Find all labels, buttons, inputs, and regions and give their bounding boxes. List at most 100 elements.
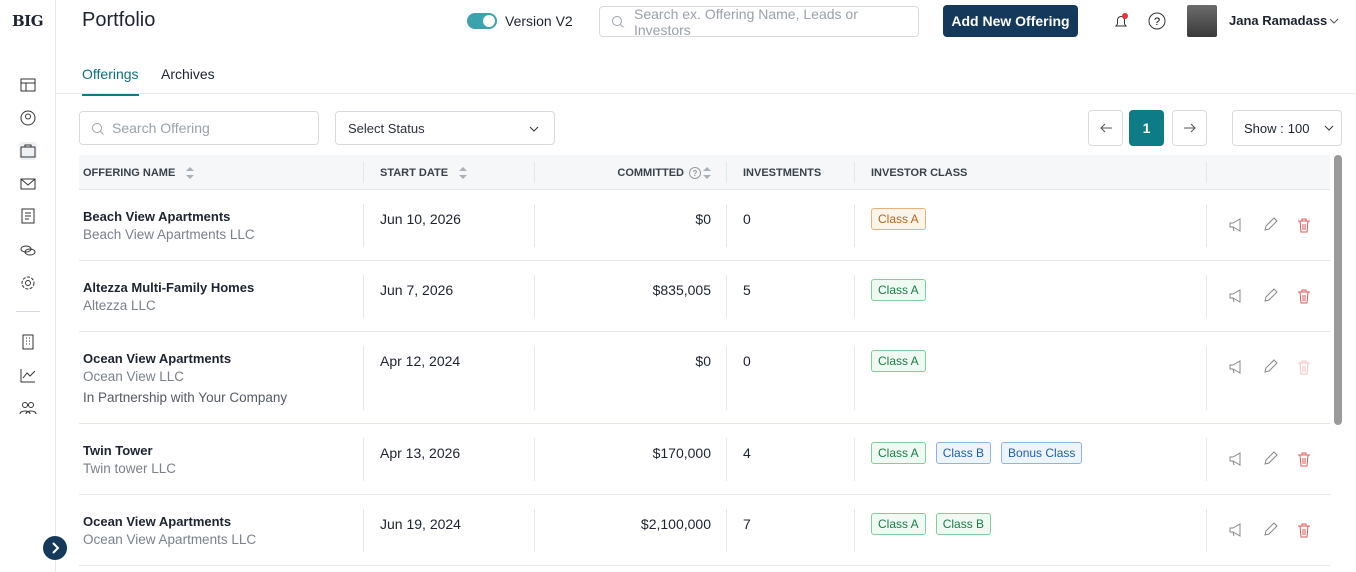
prev-page[interactable]	[1088, 110, 1123, 146]
column-header: INVESTMENTS	[743, 155, 863, 190]
show-value: 100	[1287, 120, 1310, 136]
cell-separator	[854, 346, 855, 410]
nav-icon[interactable]	[19, 76, 37, 94]
offering-cell: Ocean View Apartments Ocean View LLC In Pa…	[83, 351, 287, 405]
info-icon[interactable]: ?	[686, 164, 701, 182]
global-search[interactable]: Search ex. Offering Name, Leads or Inves…	[599, 5, 919, 38]
column-separator	[1206, 162, 1207, 183]
offering-name[interactable]: Twin Tower	[83, 443, 153, 458]
delete-action[interactable]	[1295, 287, 1313, 310]
tab[interactable]: Offerings	[82, 66, 139, 96]
investor-classes: Class A Class B	[871, 513, 1001, 535]
investments: 7	[743, 516, 751, 532]
offering-name[interactable]: Ocean View Apartments	[83, 514, 232, 529]
table-row: Twin Tower Twin tower LLC Apr 13, 2026 $170…	[79, 424, 1330, 495]
offering-cell: Beach View Apartments Beach View Apartmen…	[83, 209, 255, 242]
notifications[interactable]	[1111, 12, 1131, 32]
row-actions	[1227, 358, 1313, 381]
version-toggle[interactable]	[467, 13, 497, 29]
page-size-select[interactable]: Show :100	[1232, 110, 1342, 146]
top-bar: Portfolio Version V2 Search ex. Offering…	[56, 0, 1356, 44]
column-title[interactable]: COMMITTED	[617, 166, 684, 179]
status-select[interactable]: Select Status	[335, 111, 555, 145]
nav-separator	[16, 311, 40, 312]
table-row: Beach View Apartments Beach View Apartmen…	[79, 190, 1330, 261]
announce-action[interactable]	[1227, 216, 1245, 239]
class-badge: Bonus Class	[1001, 442, 1083, 464]
cell-separator	[726, 346, 727, 410]
announce-action[interactable]	[1227, 521, 1245, 544]
cell-separator	[363, 509, 364, 552]
nav-icon[interactable]	[19, 366, 37, 384]
committed: $0	[695, 353, 711, 369]
nav-icon[interactable]	[19, 207, 37, 225]
column-title[interactable]: OFFERING NAME	[83, 166, 176, 179]
column-separator	[854, 162, 855, 183]
row-actions	[1227, 521, 1313, 544]
edit-action[interactable]	[1261, 216, 1279, 239]
nav-icon[interactable]	[19, 274, 37, 292]
class-badge: Class B	[935, 513, 992, 535]
column-title[interactable]: START DATE	[380, 166, 449, 179]
column-header: OFFERING NAME	[83, 155, 363, 190]
nav-icon[interactable]	[19, 241, 37, 259]
committed: $835,005	[652, 282, 711, 298]
sort-icon[interactable]	[181, 164, 199, 182]
next-page[interactable]	[1172, 110, 1207, 146]
edit-action[interactable]	[1261, 287, 1279, 310]
avatar[interactable]	[1187, 5, 1217, 37]
offering-name[interactable]: Ocean View Apartments	[83, 351, 232, 366]
edit-action[interactable]	[1261, 358, 1279, 381]
logo: BIG	[12, 12, 44, 30]
announce-action[interactable]	[1227, 450, 1245, 473]
user-menu-chevron[interactable]	[1328, 16, 1340, 26]
nav-icon[interactable]	[19, 399, 37, 417]
offering-cell: Twin Tower Twin tower LLC	[83, 443, 176, 476]
user-name[interactable]: Jana Ramadass	[1229, 13, 1328, 28]
announce-action[interactable]	[1227, 287, 1245, 310]
cell-separator	[534, 346, 535, 410]
offering-search[interactable]: Search Offering	[79, 111, 319, 145]
nav-icon[interactable]	[19, 142, 37, 160]
nav-icon[interactable]	[19, 175, 37, 193]
start-date: Apr 13, 2026	[380, 445, 461, 461]
scrollbar[interactable]	[1334, 155, 1342, 425]
delete-action[interactable]	[1295, 216, 1313, 239]
column-separator	[534, 162, 535, 183]
investments: 0	[743, 353, 751, 369]
help[interactable]: ?	[1147, 11, 1167, 31]
investments: 5	[743, 282, 751, 298]
cell-separator	[726, 438, 727, 481]
class-badge: Class A	[871, 513, 926, 535]
nav-icon[interactable]	[19, 109, 37, 127]
start-date: Apr 12, 2024	[380, 353, 461, 369]
search-placeholder: Search ex. Offering Name, Leads or Inves…	[634, 5, 858, 38]
start-date: Jun 10, 2026	[380, 211, 461, 227]
expand-sidebar[interactable]	[43, 536, 67, 560]
cell-separator	[1206, 438, 1207, 481]
offering-name[interactable]: Altezza Multi-Family Homes	[83, 280, 255, 295]
current-page[interactable]: 1	[1129, 110, 1164, 146]
delete-action[interactable]	[1295, 450, 1313, 473]
edit-action[interactable]	[1261, 450, 1279, 473]
partnership-note: In Partnership with Your Company	[83, 390, 288, 405]
edit-action[interactable]	[1261, 521, 1279, 544]
delete-action[interactable]	[1295, 521, 1313, 544]
add-offering-button[interactable]: Add New Offering	[943, 5, 1078, 37]
company-name: Altezza LLC	[83, 298, 156, 313]
company-name: Ocean View Apartments LLC	[83, 532, 257, 547]
table-row: Altezza Multi-Family Homes Altezza LLC Jun…	[79, 261, 1330, 332]
cell-separator	[726, 204, 727, 247]
tab[interactable]: Archives	[161, 66, 215, 82]
tabs: Offerings Archives	[56, 44, 1356, 96]
table-row: Ocean View Apartments Ocean View Apartmen…	[79, 495, 1330, 566]
column-title: INVESTMENTS	[743, 166, 822, 179]
investor-classes: Class A	[871, 279, 936, 301]
cell-separator	[1206, 346, 1207, 410]
sort-icon[interactable]	[698, 164, 716, 182]
table-row: Ocean View Apartments Ocean View LLC In Pa…	[79, 332, 1330, 424]
offering-name[interactable]: Beach View Apartments	[83, 209, 231, 224]
sort-icon[interactable]	[454, 164, 472, 182]
announce-action[interactable]	[1227, 358, 1245, 381]
nav-icon[interactable]	[19, 333, 37, 351]
